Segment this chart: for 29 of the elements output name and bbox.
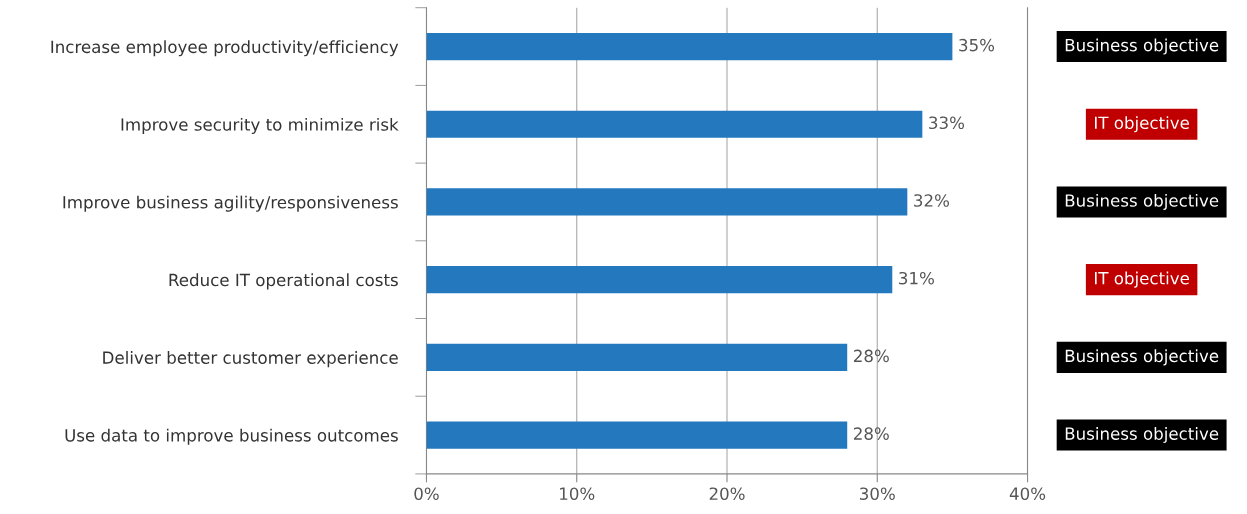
text: Business objective (1065, 349, 1219, 366)
bar (426, 343, 848, 371)
y-tick-label: Reduce IT operational costs (169, 273, 398, 290)
data-label: 32% (914, 194, 949, 207)
y-tick-label: Increase employee productivity/efficiency (51, 40, 399, 57)
text: Business objective (1065, 193, 1219, 211)
x-tick-label: 10% (560, 487, 595, 500)
bar (426, 32, 953, 61)
y-tick-label: Improve security to minimize risk (121, 117, 399, 135)
data-label: 35% (959, 38, 995, 52)
data-label: 28% (853, 349, 889, 363)
y-tick-label: Deliver better customer experience (103, 351, 398, 368)
bar (426, 188, 908, 216)
x-tick-label: 40% (1009, 487, 1046, 500)
data-label: 33% (929, 116, 965, 130)
bar (426, 266, 893, 294)
text: IT objective (1095, 271, 1189, 288)
bar (426, 110, 923, 138)
text: IT objective (1095, 116, 1189, 133)
bar (426, 421, 848, 449)
x-tick-label: 20% (709, 487, 745, 500)
text: Business objective (1065, 426, 1219, 444)
x-tick-label: 0% (414, 487, 439, 500)
x-tick-label: 30% (860, 487, 895, 500)
y-tick-label: Improve business agility/responsiveness (63, 195, 398, 212)
data-label: 31% (899, 271, 934, 285)
data-label: 28% (853, 427, 889, 440)
text: Business objective (1065, 38, 1219, 55)
y-tick-label: Use data to improve business outcomes (65, 428, 398, 445)
